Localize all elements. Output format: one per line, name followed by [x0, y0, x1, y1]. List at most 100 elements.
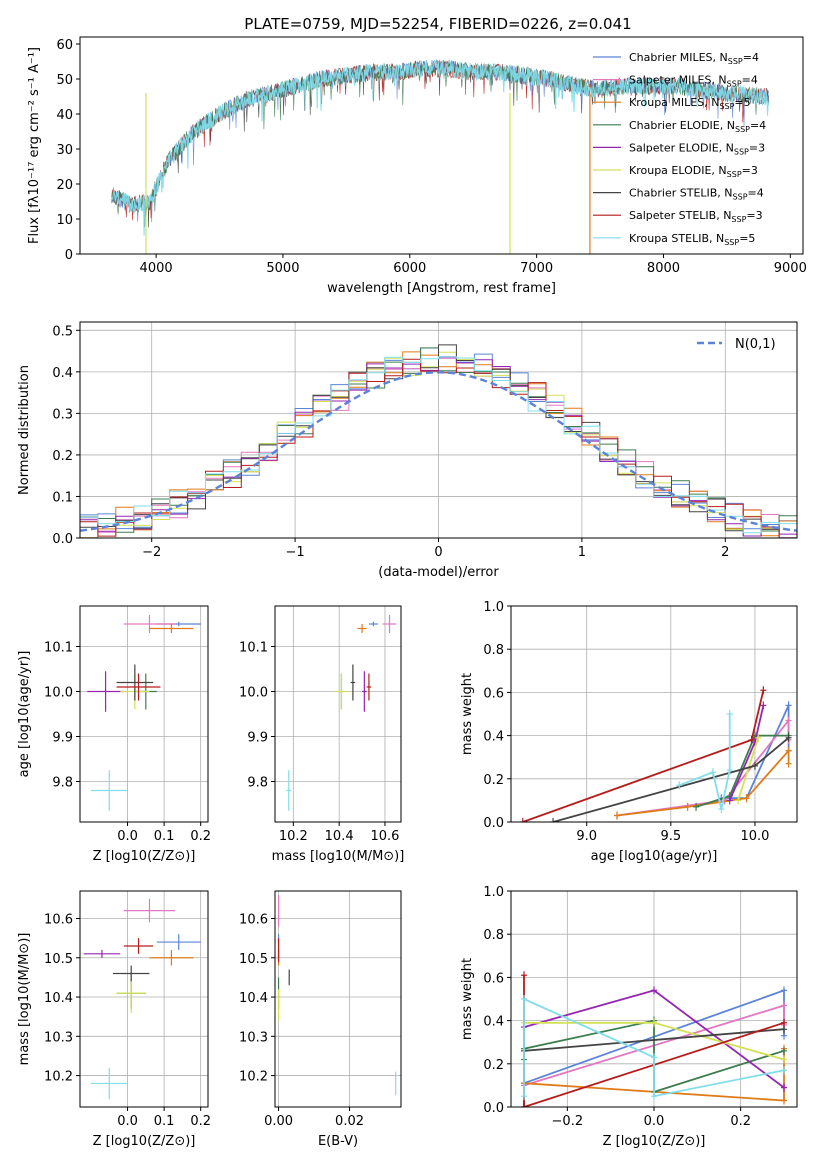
- panel-spectrum: 4000 5000 6000 7000 8000 9000 0 10 20 30 40 50 60 wav…: [27, 36, 807, 296]
- x-tick-label: 7000: [520, 261, 553, 276]
- panel-age_vs_Z: 0.0 0.1 0.2 9.8 9.9 10.0 10.1 Z [log10(Z/Z⊙)] ag…: [17, 605, 211, 864]
- legend-label: Chabrier MILES, NSSP=4: [629, 51, 759, 66]
- axes-frame: [510, 605, 798, 823]
- x-axis-label: Z [log10(Z/Z⊙)]: [93, 1134, 196, 1149]
- x-axis-label: E(B-V): [318, 1134, 358, 1149]
- y-tick-label: 0.4: [52, 366, 73, 381]
- axes-frame: [79, 605, 209, 823]
- y-tick-label: 20: [56, 178, 73, 193]
- y-tick-label: 10.4: [44, 991, 73, 1006]
- legend-suffix: =3: [746, 209, 762, 222]
- legend-sub: SSP: [733, 193, 748, 202]
- weight-line-7: [522, 689, 765, 822]
- plot-area: [83, 898, 201, 1100]
- y-tick-label: 0.0: [483, 1101, 504, 1116]
- weight-line-5: [737, 737, 760, 801]
- y-tick-label: 10.6: [44, 912, 73, 927]
- legend-suffix: =4: [743, 51, 759, 64]
- y-axis-label: Flux [fλ10⁻¹⁷ erg cm⁻² s⁻¹ A⁻¹]: [27, 47, 42, 244]
- y-tick-label: 9.8: [247, 776, 268, 791]
- legend-label: Salpeter STELIB, NSSP=3: [629, 209, 763, 224]
- legend-label: Salpeter ELODIE, NSSP=3: [629, 141, 765, 156]
- x-axis-label: mass [log10(M/M⊙)]: [272, 849, 405, 864]
- y-tick-label: 1.0: [483, 885, 504, 900]
- x-tick-label: 0: [434, 545, 442, 560]
- y-tick-label: 0.8: [483, 643, 504, 658]
- plot-area: [286, 615, 397, 811]
- x-axis-label: (data-model)/error: [378, 565, 499, 580]
- legend-text: Chabrier ELODIE, N: [629, 119, 735, 132]
- y-tick-label: 10.0: [44, 686, 73, 701]
- y-tick-label: 10.3: [239, 1030, 268, 1045]
- x-tick-label: 0.00: [264, 1114, 293, 1129]
- plot-area: [79, 344, 798, 539]
- x-tick-label: 10.4: [325, 829, 354, 844]
- x-tick-label: 2: [721, 545, 729, 560]
- legend-suffix: =5: [734, 96, 750, 109]
- y-tick-label: 0.5: [52, 324, 73, 339]
- legend-suffix: =5: [739, 232, 755, 245]
- legend-suffix: =3: [749, 141, 765, 154]
- y-tick-label: 0.3: [52, 407, 73, 422]
- panel-mass_vs_ebv: 0.00 0.02 10.2 10.3 10.4 10.5 10.6 E(B-V): [239, 890, 402, 1149]
- y-tick-label: 0.2: [52, 449, 73, 464]
- plot-area: [277, 894, 397, 1096]
- x-tick-label: 9.5: [660, 829, 681, 844]
- y-tick-label: 10.6: [239, 912, 268, 927]
- legend-sub: SSP: [727, 80, 742, 89]
- y-tick-label: 0.4: [483, 730, 504, 745]
- legend-suffix: =3: [742, 164, 758, 177]
- legend-sub: SSP: [728, 57, 743, 66]
- y-tick-label: 0.4: [483, 1015, 504, 1030]
- y-tick-label: 9.8: [52, 776, 73, 791]
- y-tick-label: 0.0: [483, 816, 504, 831]
- y-tick-label: 0.0: [52, 532, 73, 547]
- legend-label: Salpeter MILES, NSSP=4: [629, 74, 758, 89]
- legend-label: Chabrier STELIB, NSSP=4: [629, 187, 764, 202]
- y-tick-label: 10.4: [239, 991, 268, 1006]
- x-tick-label: 10.6: [370, 829, 399, 844]
- y-tick-label: 10.2: [239, 1070, 268, 1085]
- axes-frame: [510, 890, 798, 1108]
- y-axis-label: mass weight: [460, 673, 475, 755]
- legend-suffix: =4: [742, 74, 758, 87]
- x-tick-label: −2: [142, 545, 161, 560]
- x-tick-label: 0.2: [190, 1114, 211, 1129]
- x-tick-label: 0.0: [117, 829, 138, 844]
- legend-text: Salpeter ELODIE, N: [629, 141, 734, 154]
- plot-area: [521, 971, 787, 1107]
- legend-suffix: =4: [748, 187, 764, 200]
- y-axis-label: age [log10(age/yr)]: [17, 651, 32, 778]
- y-axis-label: mass [log10(M/M⊙)]: [17, 933, 32, 1066]
- spectrum-line-8: [111, 59, 770, 236]
- x-tick-label: 0.2: [190, 829, 211, 844]
- y-axis-label: mass weight: [460, 958, 475, 1040]
- legend-text: Kroupa ELODIE, N: [629, 164, 727, 177]
- histogram-8: [80, 356, 797, 534]
- figure-title: PLATE=0759, MJD=52254, FIBERID=0226, z=0…: [244, 15, 631, 33]
- legend-sub: SSP: [727, 170, 742, 179]
- y-tick-label: 0.6: [483, 971, 504, 986]
- y-tick-label: 0.8: [483, 928, 504, 943]
- legend-label: N(0,1): [735, 337, 776, 352]
- legend-text: Chabrier STELIB, N: [629, 187, 733, 200]
- x-tick-label: 1: [578, 545, 586, 560]
- legend-text: Salpeter MILES, N: [629, 74, 727, 87]
- legend-text: Chabrier MILES, N: [629, 51, 728, 64]
- x-tick-label: 9.0: [576, 829, 597, 844]
- legend-text: Kroupa MILES, N: [629, 96, 719, 109]
- x-tick-label: 10.2: [279, 829, 308, 844]
- y-tick-label: 10.0: [239, 686, 268, 701]
- x-axis-label: age [log10(age/yr)]: [591, 849, 718, 864]
- y-tick-label: 0.1: [52, 490, 73, 505]
- x-tick-label: 4000: [140, 261, 173, 276]
- y-tick-label: 10.2: [44, 1070, 73, 1085]
- weight-line-3: [695, 734, 789, 808]
- y-tick-label: 9.9: [247, 731, 268, 746]
- y-tick-label: 9.9: [52, 731, 73, 746]
- legend-label: Kroupa STELIB, NSSP=5: [629, 232, 755, 247]
- plot-area: [111, 58, 770, 254]
- legend-sub: SSP: [735, 125, 750, 134]
- legend-label: Chabrier ELODIE, NSSP=4: [629, 119, 766, 134]
